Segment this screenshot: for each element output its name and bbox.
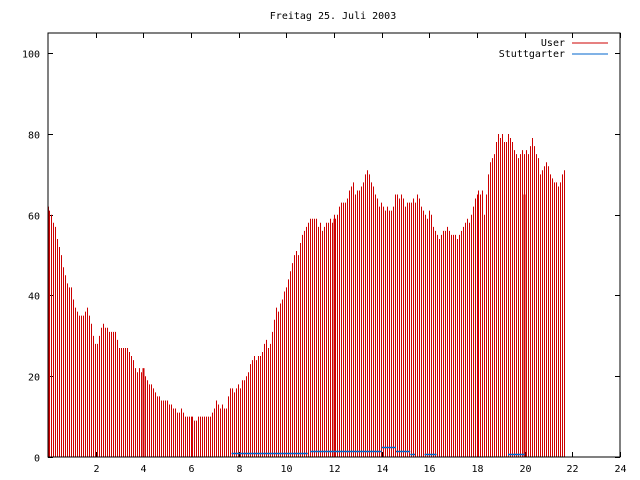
x-tick-label: 22 bbox=[566, 464, 578, 475]
y-tick-label: 60 bbox=[28, 212, 40, 223]
series-stuttgarter-line bbox=[231, 446, 525, 456]
x-tick-label: 20 bbox=[519, 464, 531, 475]
y-axis: 0 20 40 60 80 100 bbox=[22, 50, 620, 465]
x-tick-label: 10 bbox=[280, 464, 292, 475]
plot-frame bbox=[47, 32, 621, 458]
x-tick-label: 24 bbox=[614, 464, 626, 475]
y-tick-label: 0 bbox=[34, 454, 40, 465]
x-tick-label: 16 bbox=[423, 464, 435, 475]
series-user-bars bbox=[48, 133, 565, 457]
x-axis: 2 4 6 8 10 12 14 16 18 20 22 24 bbox=[93, 33, 627, 475]
y-tick-label: 20 bbox=[28, 373, 40, 384]
x-tick-label: 4 bbox=[140, 464, 146, 475]
legend: User Stuttgarter bbox=[499, 38, 608, 60]
x-tick-label: 18 bbox=[471, 464, 483, 475]
legend-label-user: User bbox=[541, 38, 565, 49]
legend-label-stuttgarter: Stuttgarter bbox=[499, 49, 565, 60]
x-tick-label: 6 bbox=[188, 464, 194, 475]
y-tick-label: 100 bbox=[22, 50, 40, 61]
x-tick-label: 2 bbox=[93, 464, 99, 475]
y-tick-label: 40 bbox=[28, 292, 40, 303]
x-tick-label: 14 bbox=[376, 464, 388, 475]
chart-title: Freitag 25. Juli 2003 bbox=[270, 11, 396, 22]
x-tick-label: 8 bbox=[236, 464, 242, 475]
y-tick-label: 80 bbox=[28, 131, 40, 142]
x-tick-label: 12 bbox=[328, 464, 340, 475]
